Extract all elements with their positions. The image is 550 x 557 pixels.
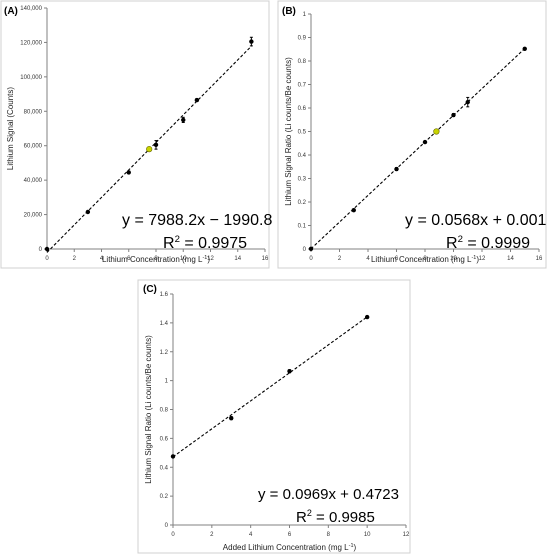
x-tick-label: 10 [450,256,457,262]
trendline [310,48,526,250]
trendline-equation: y = 0.0969x + 0.4723 [258,486,399,503]
x-tick-label: 2 [338,256,342,262]
x-tick-label: 12 [403,532,410,538]
y-tick-label: 80,000 [24,109,43,115]
y-tick-label: 0.8 [160,408,169,414]
y-tick-label: 0 [39,247,43,253]
x-tick-label: 10 [364,532,371,538]
y-tick-label: 0.6 [298,106,307,112]
y-tick-label: 20,000 [24,213,43,219]
data-point [85,209,91,215]
x-tick-label: 16 [536,256,543,262]
data-point [451,112,456,118]
y-tick-label: 0.4 [160,465,169,471]
x-tick-label: 4 [100,256,104,262]
data-point [465,99,470,105]
data-point [522,46,527,51]
r-squared-label: R2 = 0.9985 [296,508,375,526]
x-tick-label: 8 [327,532,331,538]
x-tick-label: 0 [45,256,49,262]
x-tick-label: 6 [288,532,292,538]
x-axis-label: Lithium Concentration (mg L-1) [371,255,479,264]
x-tick-label: 2 [73,256,77,262]
y-tick-label: 1 [165,379,169,385]
y-tick-label: 40,000 [24,178,43,184]
x-tick-label: 8 [423,256,427,262]
data-point [170,454,176,459]
y-tick-label: 1.2 [160,350,169,356]
data-point [287,369,292,374]
data-point [229,415,234,421]
x-tick-label: 0 [309,256,313,262]
data-point [394,166,399,172]
y-tick-label: 0.9 [298,36,307,42]
panel-frame [277,0,547,269]
data-point [351,208,356,213]
x-tick-label: 6 [127,256,131,262]
data-point [364,314,370,320]
y-tick-label: 0.1 [298,224,307,230]
y-tick-label: 0.7 [298,83,307,89]
y-tick-label: 0.8 [298,59,307,65]
r-squared-label: R2 = 0.9999 [446,234,530,252]
data-point [126,170,131,175]
y-axis-label: Lithium Signal Ratio (Li counts/Be count… [284,57,293,206]
chart-panel-1: 0 2 4 6 8 10 12 14 16 0 20,000 40,000 60,000 80,000 10… [0,0,272,269]
y-tick-label: 1.4 [160,321,169,327]
y-tick-label: 0.6 [160,436,169,442]
x-tick-label: 14 [507,256,514,262]
data-point [194,97,200,103]
data-point [422,139,428,145]
panel-frame [0,0,270,269]
highlight-point [146,146,153,153]
y-tick-label: 0.4 [298,153,307,159]
x-tick-label: 10 [180,256,187,262]
data-point [44,246,50,252]
y-tick-label: 1.6 [160,292,169,298]
x-tick-label: 14 [234,256,241,262]
data-point [153,142,159,148]
x-tick-label: 4 [249,532,253,538]
x-axis-label: Lithium Concentration (mg L-1) [102,255,210,264]
y-tick-label: 0.3 [298,177,307,183]
x-tick-label: 16 [262,256,269,262]
x-tick-label: 0 [171,532,175,538]
chart-panel-2: 0 2 4 6 8 10 12 14 16 0 0.1 0.2 0.3 0.4 0.5 0.6 0.7 0.8 0.… [277,0,547,269]
y-tick-label: 0.2 [298,200,307,206]
y-axis-label: Lithium Signal Ratio (Li counts/Be count… [144,335,153,484]
y-tick-label: 120,000 [20,40,42,46]
x-tick-label: 4 [366,256,370,262]
highlight-point [433,128,440,135]
x-tick-label: 2 [210,532,214,538]
r-squared-label: R2 = 0.9975 [163,234,247,252]
trendline [172,316,368,458]
y-tick-label: 100,000 [20,75,42,81]
data-point [308,246,314,251]
data-point [249,39,254,44]
chart-panel-3: 0 2 4 6 8 10 12 0 0.2 0.4 0.6 0.8 1 1.2 1.4 1.6(C) Added… [137,279,411,554]
y-tick-label: 140,000 [20,6,42,12]
panel-frame [137,279,411,554]
x-tick-label: 8 [154,256,158,262]
y-tick-label: 0 [165,523,169,529]
trendline-equation: y = 0.0568x + 0.001 [405,212,547,229]
x-tick-label: 12 [207,256,214,262]
data-point [181,117,186,123]
y-tick-label: 0 [303,247,307,253]
y-axis-label: Lithium Signal (Counts) [6,87,15,170]
x-axis-label: Added Lithium Concentration (mg L-1) [223,543,357,552]
x-tick-label: 6 [395,256,399,262]
x-tick-label: 12 [479,256,486,262]
y-tick-label: 1 [303,12,307,18]
y-tick-label: 0.5 [298,130,307,136]
y-tick-label: 60,000 [24,144,43,150]
trendline-equation: y = 7988.2x − 1990.8 [122,212,272,229]
y-tick-label: 0.2 [160,494,169,500]
panel-label: (C) [143,284,157,295]
panel-label: (B) [282,6,296,17]
panel-label: (A) [4,6,18,17]
